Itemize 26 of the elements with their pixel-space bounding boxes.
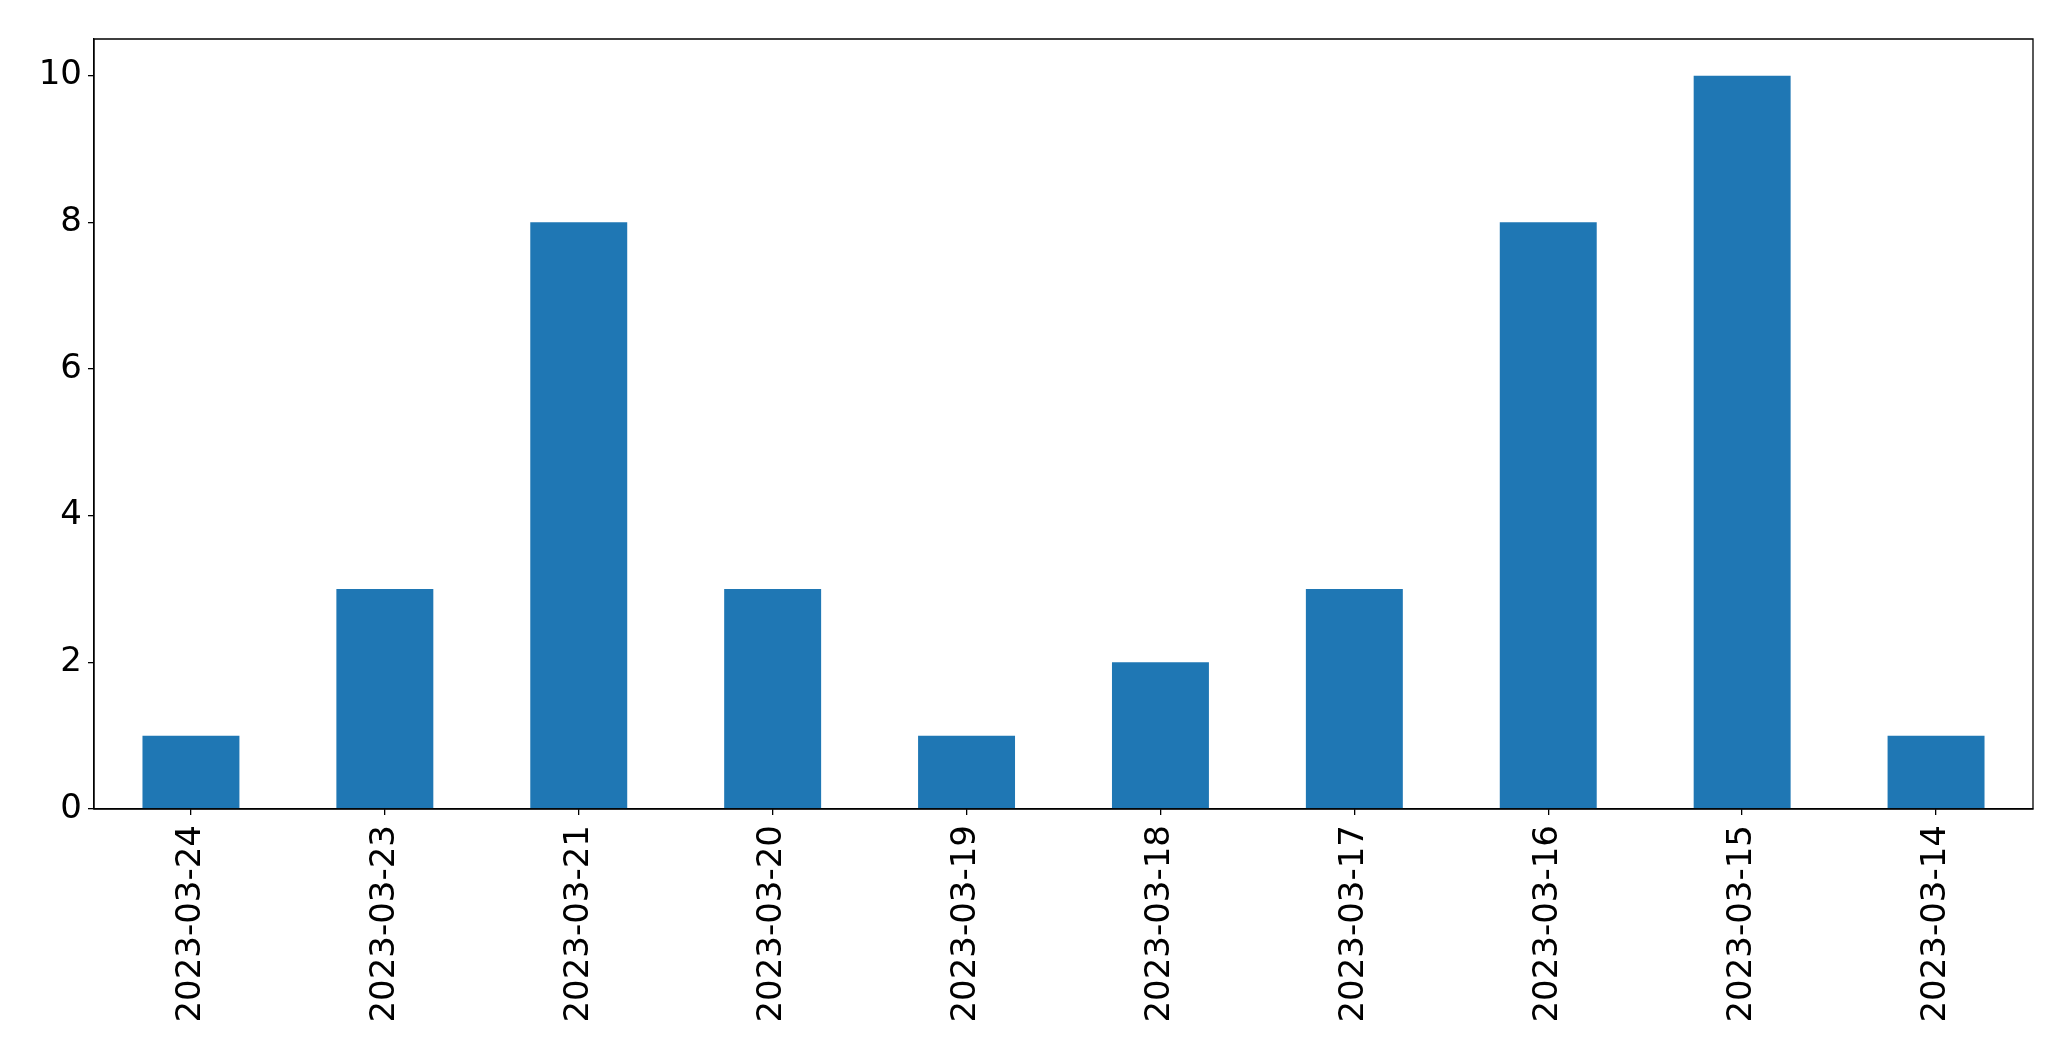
x-tick-label: 2023-03-23 bbox=[361, 825, 402, 1023]
y-tick-label: 6 bbox=[60, 345, 82, 386]
y-tick-label: 10 bbox=[38, 52, 82, 93]
bar bbox=[918, 735, 1016, 809]
bar bbox=[724, 589, 822, 809]
bar bbox=[1887, 735, 1985, 809]
x-tick-label: 2023-03-17 bbox=[1331, 825, 1372, 1023]
bar bbox=[142, 735, 240, 809]
bar bbox=[530, 222, 628, 809]
bar bbox=[336, 589, 434, 809]
bar bbox=[1693, 75, 1791, 809]
x-tick-label: 2023-03-19 bbox=[943, 825, 984, 1023]
x-tick-label: 2023-03-21 bbox=[555, 825, 596, 1023]
y-tick-label: 0 bbox=[60, 785, 82, 826]
x-tick-label: 2023-03-18 bbox=[1137, 825, 1178, 1023]
x-tick-label: 2023-03-15 bbox=[1718, 825, 1759, 1023]
x-tick-label: 2023-03-20 bbox=[749, 825, 790, 1023]
bar bbox=[1305, 589, 1403, 809]
y-tick-label: 4 bbox=[60, 492, 82, 533]
y-tick-label: 8 bbox=[60, 199, 82, 240]
x-tick-label: 2023-03-14 bbox=[1912, 825, 1953, 1023]
y-tick-label: 2 bbox=[60, 639, 82, 680]
bar bbox=[1111, 662, 1209, 809]
x-tick-label: 2023-03-24 bbox=[167, 825, 208, 1023]
x-tick-label: 2023-03-16 bbox=[1525, 825, 1566, 1023]
bar bbox=[1499, 222, 1597, 809]
